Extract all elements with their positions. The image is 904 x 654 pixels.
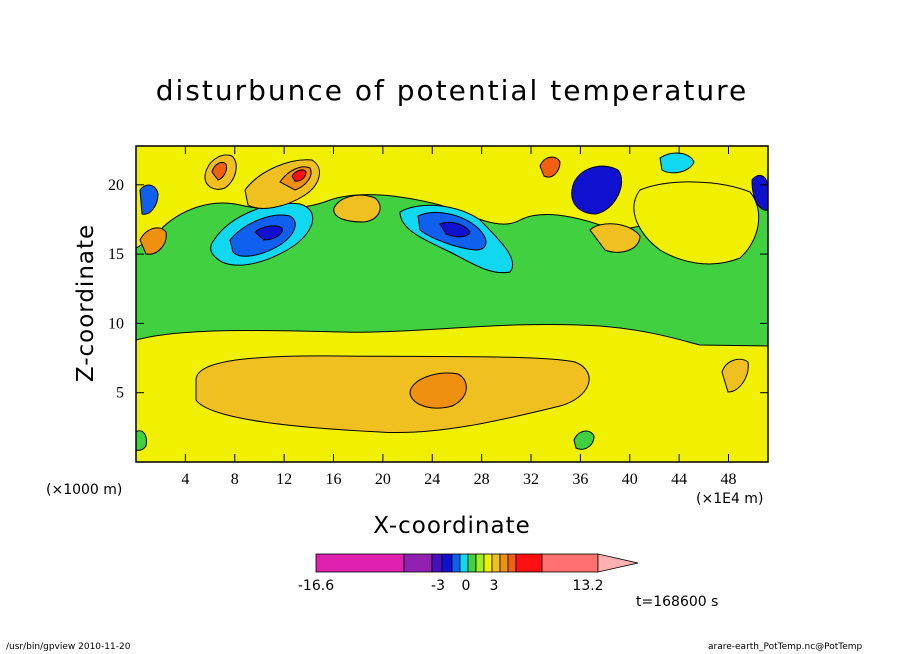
time-label: t=168600 s xyxy=(636,594,719,610)
colorbar-swatch xyxy=(467,553,477,573)
colorbar-swatch xyxy=(475,553,485,573)
plot-frame xyxy=(135,145,769,463)
field-lower-left-green xyxy=(136,430,147,451)
x-tick-label: 32 xyxy=(523,471,539,488)
field-left-orange xyxy=(139,227,167,255)
colorbar-swatch xyxy=(403,553,433,573)
field-lower-orange xyxy=(195,355,590,434)
field-far-right-blue xyxy=(751,174,768,211)
field-darkblue-mid xyxy=(439,221,471,238)
field-lower-dark-orange xyxy=(409,372,467,409)
field-right-orange xyxy=(589,223,641,253)
footer-left: /usr/bin/gpview 2010-11-20 xyxy=(6,642,131,652)
colorbar-swatch xyxy=(451,553,461,573)
field-right-red xyxy=(539,156,561,178)
field-darkblue-left xyxy=(254,225,283,241)
x-tick-label: 12 xyxy=(276,471,292,488)
colorbar-swatch xyxy=(491,553,501,573)
x-unit-label: (×1000 m) xyxy=(46,482,123,498)
colorbar-swatch xyxy=(515,553,543,573)
colorbar-label: 3 xyxy=(490,578,499,594)
field-right-cyan xyxy=(659,152,695,174)
colorbar-swatch xyxy=(507,553,517,573)
x-tick-label: 28 xyxy=(474,471,490,488)
colorbar: -16.6 -3 0 3 13.2 xyxy=(298,553,639,594)
footer-right: arare-earth_PotTemp.nc@PotTemp xyxy=(708,642,863,652)
colorbar-min-label: -16.6 xyxy=(298,578,334,594)
x-tick-label: 40 xyxy=(622,471,638,488)
colorbar-swatch xyxy=(459,553,469,573)
x-tick-label: 8 xyxy=(231,471,239,488)
chart-title: disturbunce of potential temperature xyxy=(155,74,749,107)
field-upper-right-yellow xyxy=(633,181,760,265)
x-scale-label: (×1E4 m) xyxy=(696,491,764,507)
x-tick-label: 48 xyxy=(721,471,737,488)
y-tick-label: 10 xyxy=(108,315,124,332)
colorbar-swatch xyxy=(431,553,443,573)
field-left-blue xyxy=(139,184,159,215)
x-tick-label: 24 xyxy=(424,471,440,488)
y-tick-label: 5 xyxy=(116,385,124,402)
colorbar-swatch xyxy=(441,553,453,573)
colorbar-label: -3 xyxy=(431,578,445,594)
field-lower-right-green xyxy=(573,430,595,450)
field-red-upper-left xyxy=(291,169,307,182)
y-tick-label: 15 xyxy=(108,246,124,263)
colorbar-swatch xyxy=(499,553,509,573)
y-tick-label: 20 xyxy=(108,177,124,194)
contour-field xyxy=(136,146,768,462)
colorbar-max-label: 13.2 xyxy=(572,578,603,594)
x-tick-label: 36 xyxy=(572,471,588,488)
x-tick-label: 20 xyxy=(375,471,391,488)
colorbar-swatch xyxy=(541,553,599,573)
x-tick-label: 16 xyxy=(326,471,342,488)
field-red-tl xyxy=(211,161,227,181)
field-right-blue xyxy=(571,165,623,215)
colorbar-arrow xyxy=(597,553,639,573)
x-tick-label: 44 xyxy=(671,471,687,488)
colorbar-label: 0 xyxy=(462,578,471,594)
colorbar-swatch xyxy=(483,553,493,573)
x-axis-label: X-coordinate xyxy=(373,513,531,539)
field-orange-center xyxy=(333,194,381,223)
field-right-orange-low xyxy=(721,358,749,393)
colorbar-swatch xyxy=(315,553,405,573)
x-tick-label: 4 xyxy=(181,471,189,488)
